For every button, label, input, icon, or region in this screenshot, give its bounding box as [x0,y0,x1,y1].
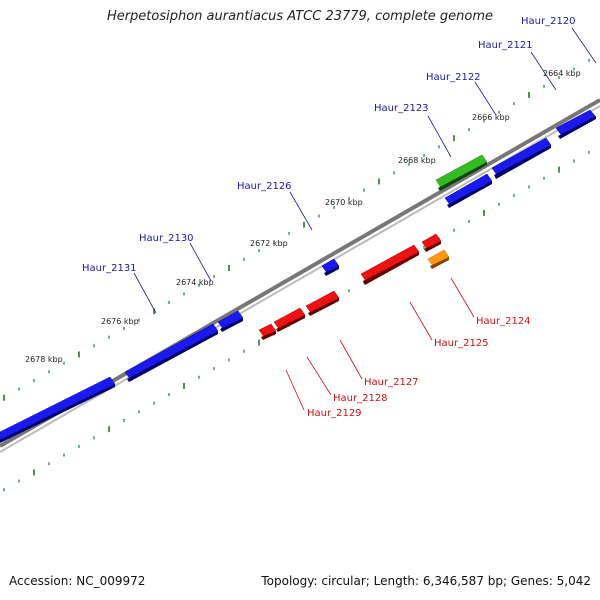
gene-label-haur-2126[interactable]: Haur_2126 [237,181,292,192]
gene-arrow-shadow [430,257,449,269]
scale-label: 2674 kbp [176,278,214,287]
gene-label-haur-2131[interactable]: Haur_2131 [82,263,137,274]
gene-label-haur-2127[interactable]: Haur_2127 [364,377,419,388]
gene-label-haur-2125[interactable]: Haur_2125 [434,338,489,349]
forward-gene-labels: Haur_2120 Haur_2121 Haur_2122 Haur_2123 … [82,16,597,314]
gene-arrow-shadow [276,315,305,332]
gene-arrow-shadow [220,318,243,332]
genome-summary-text: Topology: circular; Length: 6,346,587 bp… [261,574,591,588]
gene-arrow[interactable] [124,323,219,380]
gene-label-haur-2121[interactable]: Haur_2121 [478,40,533,51]
forward-strand-genes [0,109,597,443]
leader-line [530,51,557,91]
scale-ticks-upper [3,58,590,401]
map-title: Herpetosiphon aurantiacus ATCC 23779, co… [106,9,494,24]
gene-arrow-shadow [438,162,487,191]
gene-label-haur-2130[interactable]: Haur_2130 [139,233,194,244]
gene-arrow-shadow [363,252,419,285]
scale-label: 2672 kbp [250,239,288,248]
gene-arrow-shadow [424,241,441,252]
gene-arrow-shadow [0,384,115,443]
gene-arrow-shadow [494,145,551,179]
reverse-strand-genes [258,233,450,340]
gene-arrow-shadow [261,331,276,340]
leader-line [450,277,475,318]
gene-arrow-shadow [324,266,339,276]
scale-labels: 2664 kbp 2666 kbp 2668 kbp 2670 kbp 2672… [25,69,581,364]
gene-arrow-shadow [127,331,218,382]
leader-line [474,81,497,116]
gene-label-haur-2129[interactable]: Haur_2129 [307,408,362,419]
leader-line [409,301,433,341]
gene-label-haur-2122[interactable]: Haur_2122 [426,72,481,83]
scale-label: 2668 kbp [398,156,436,165]
scale-label: 2666 kbp [472,113,510,122]
reverse-gene-labels: Haur_2124 Haur_2125 Haur_2127 Haur_2128 … [285,277,531,419]
scale-label: 2670 kbp [325,198,363,207]
scale-label: 2678 kbp [25,355,63,364]
gene-label-haur-2120[interactable]: Haur_2120 [521,16,576,27]
leader-line [189,242,212,282]
scale-label: 2676 kbp [101,317,139,326]
leader-line [339,339,363,380]
leader-line [289,191,313,231]
accession-text: Accession: NC_009972 [9,574,146,588]
gene-arrow[interactable] [0,376,116,441]
scale-label: 2664 kbp [543,69,581,78]
leader-line [285,369,305,411]
leader-line [571,27,597,64]
gene-arrow-shadow [558,116,596,139]
gene-label-haur-2124[interactable]: Haur_2124 [476,316,531,327]
gene-label-haur-2123[interactable]: Haur_2123 [374,103,429,114]
leader-line [306,356,332,396]
leader-line [427,115,452,158]
gene-arrow-shadow [447,181,492,208]
gene-label-haur-2128[interactable]: Haur_2128 [333,393,388,404]
gene-arrow[interactable] [360,244,420,282]
gene-arrow-shadow [308,298,339,316]
leader-line [133,272,157,314]
